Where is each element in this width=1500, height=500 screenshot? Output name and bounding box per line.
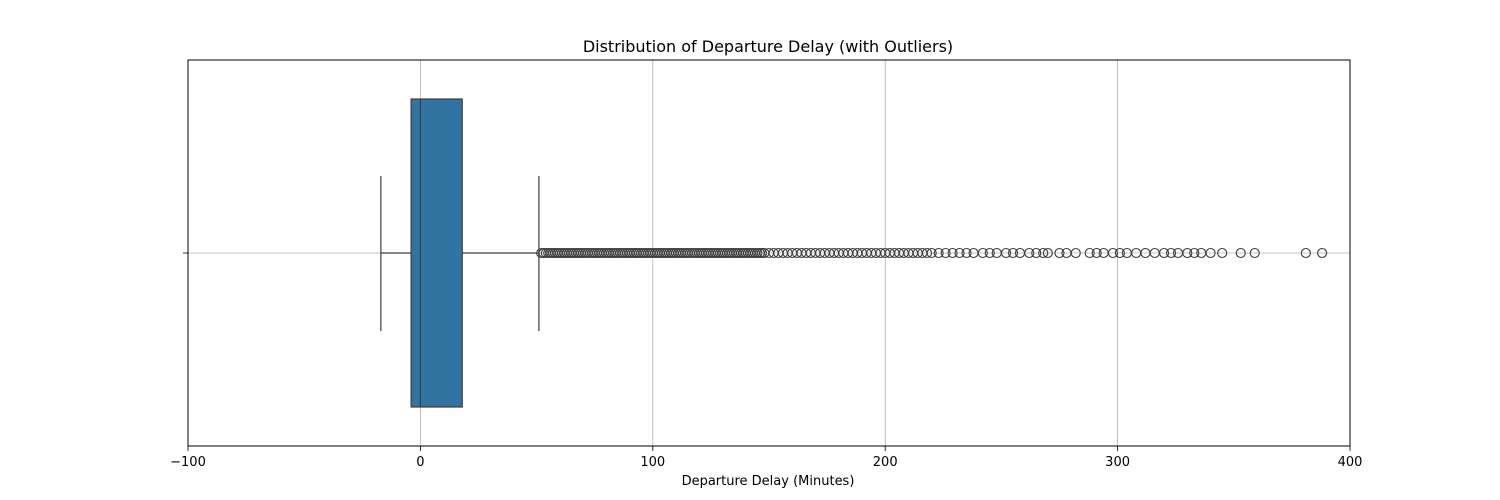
x-axis-label: Departure Delay (Minutes) xyxy=(682,474,855,489)
outlier-point xyxy=(940,247,951,259)
outlier-point xyxy=(1300,247,1311,259)
x-tick-label: 300 xyxy=(1105,455,1130,470)
chart-title: Distribution of Departure Delay (with Ou… xyxy=(583,37,953,56)
outlier-point xyxy=(1317,247,1328,259)
outlier-point xyxy=(752,247,763,259)
outlier-point xyxy=(926,247,937,259)
outlier-point xyxy=(954,247,965,259)
outlier-point xyxy=(1000,247,1012,259)
outlier-point xyxy=(1114,247,1125,259)
outlier-point xyxy=(1054,247,1065,259)
tick-layer: −100 0 100 200 300 400 xyxy=(170,252,1363,470)
iqr-box xyxy=(410,98,463,408)
box-layer xyxy=(380,98,540,408)
outlier-point xyxy=(933,247,944,259)
outlier-point xyxy=(1107,247,1119,259)
outlier-point xyxy=(1205,247,1216,259)
outlier-point xyxy=(961,247,972,259)
outlier-point xyxy=(1166,247,1177,259)
outlier-point xyxy=(1031,247,1042,259)
outlier-point xyxy=(1070,247,1081,259)
outlier-point xyxy=(1159,247,1170,259)
outlier-point xyxy=(1042,247,1053,259)
outlier-point xyxy=(1024,247,1035,259)
x-tick-label: 200 xyxy=(873,455,898,470)
outlier-point xyxy=(1249,247,1260,259)
outlier-point xyxy=(1217,247,1228,259)
outlier-point xyxy=(756,247,768,259)
outlier-point xyxy=(947,247,958,259)
outlier-point xyxy=(1091,247,1102,259)
outlier-point xyxy=(921,247,933,259)
outlier-point xyxy=(1007,247,1019,259)
outlier-point xyxy=(1235,247,1246,259)
outlier-point xyxy=(1189,247,1200,259)
outlier-layer xyxy=(536,247,1328,259)
outlier-point xyxy=(1038,247,1049,259)
x-tick-label: 0 xyxy=(416,455,424,470)
x-tick-label: −100 xyxy=(170,455,206,470)
outlier-point xyxy=(1084,247,1095,259)
x-tick-label: 400 xyxy=(1338,455,1363,470)
outlier-point xyxy=(984,247,995,259)
outlier-point xyxy=(1182,247,1193,259)
outlier-point xyxy=(977,247,988,259)
x-tick-label: 100 xyxy=(640,455,665,470)
